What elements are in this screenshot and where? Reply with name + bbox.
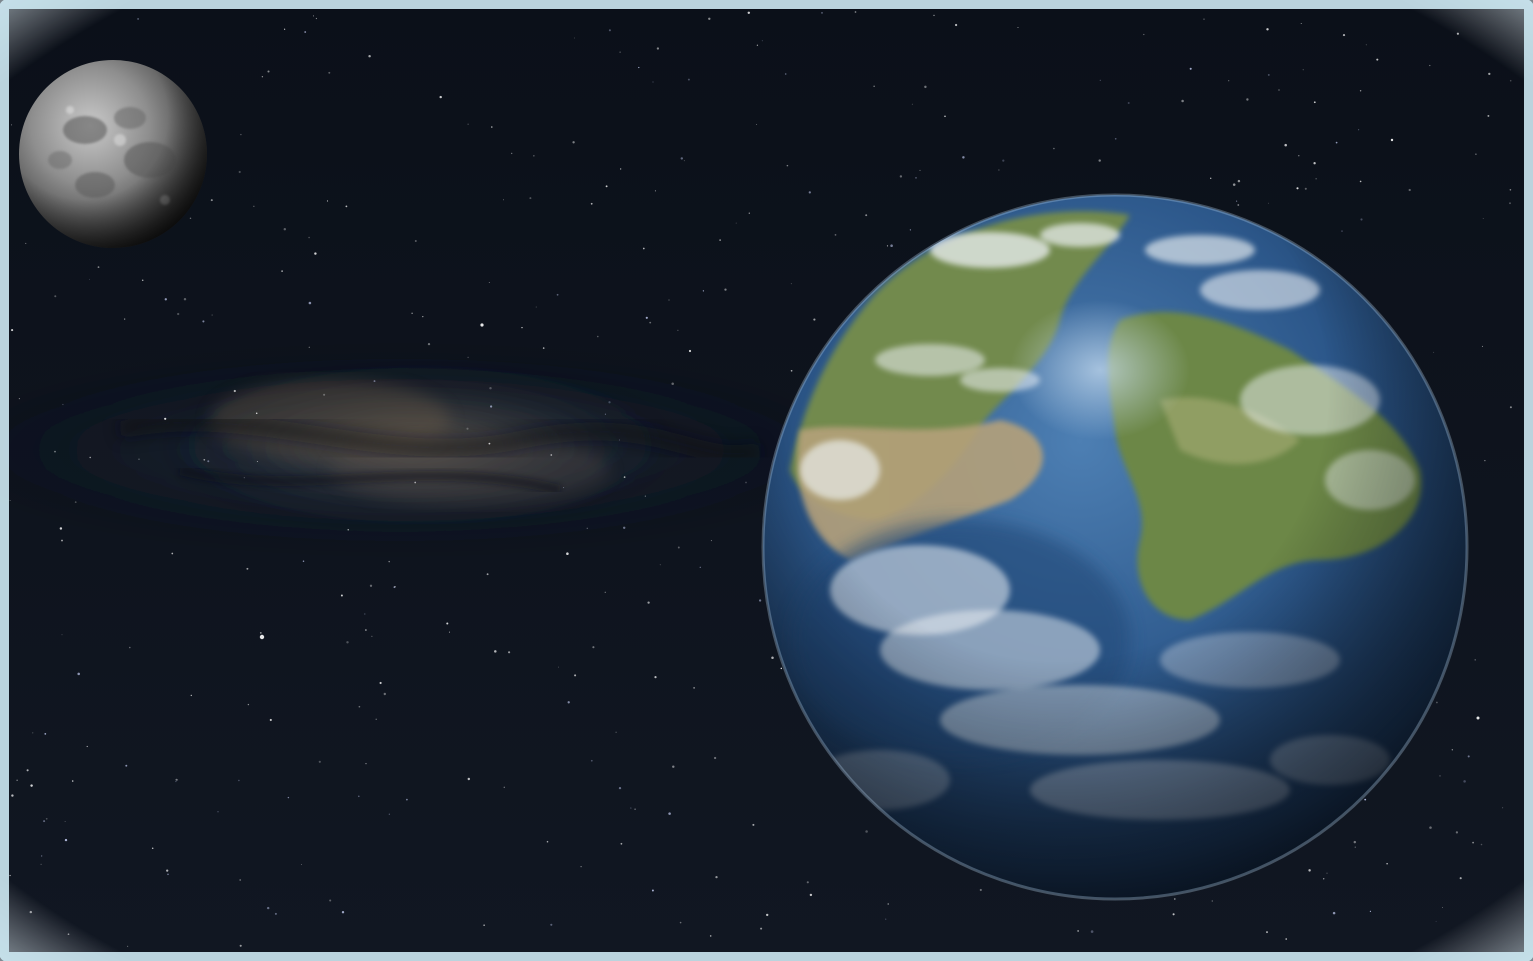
- frame-vignette: [0, 0, 1533, 961]
- space-scene: [0, 0, 1533, 961]
- image-frame: [0, 0, 1533, 961]
- frame-border: [0, 0, 1533, 961]
